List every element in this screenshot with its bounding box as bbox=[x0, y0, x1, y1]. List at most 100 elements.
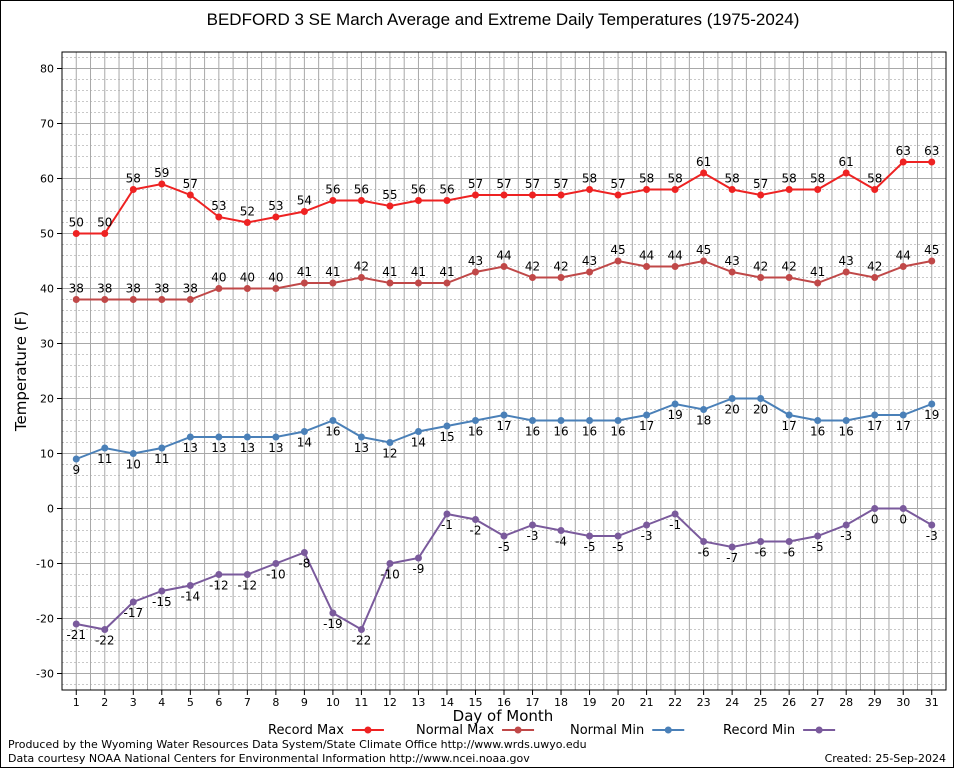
data-label: -21 bbox=[66, 628, 86, 642]
x-tick-label: 19 bbox=[583, 696, 597, 709]
data-label: 17 bbox=[639, 419, 654, 433]
data-point bbox=[72, 620, 80, 628]
data-label: 16 bbox=[810, 425, 825, 439]
data-label: 41 bbox=[439, 265, 454, 279]
data-label: 0 bbox=[899, 513, 907, 527]
data-label: 0 bbox=[871, 513, 879, 527]
data-label: 58 bbox=[867, 172, 882, 186]
data-label: 58 bbox=[782, 172, 797, 186]
data-point bbox=[614, 257, 622, 265]
data-label: 40 bbox=[240, 271, 255, 285]
x-tick-label: 31 bbox=[925, 696, 939, 709]
data-point bbox=[785, 274, 793, 281]
data-label: 45 bbox=[610, 243, 625, 257]
x-tick-label: 27 bbox=[811, 696, 825, 709]
data-point bbox=[557, 191, 565, 199]
data-point bbox=[928, 400, 936, 408]
data-point bbox=[586, 532, 594, 540]
data-point bbox=[300, 428, 308, 435]
data-point bbox=[101, 626, 109, 633]
data-label: 44 bbox=[496, 249, 511, 263]
data-point bbox=[871, 505, 879, 512]
data-label: 43 bbox=[839, 254, 854, 268]
data-label: -6 bbox=[755, 546, 767, 560]
data-point bbox=[329, 197, 337, 204]
data-label: 56 bbox=[411, 183, 426, 197]
data-label: -5 bbox=[612, 540, 624, 554]
data-point bbox=[557, 527, 565, 534]
data-label: 42 bbox=[867, 260, 882, 274]
data-label: 41 bbox=[810, 265, 825, 279]
series-normal-max: 38 38 38 38 38 40 40 40 41 41 42 41 41 41 43 44 42 42 43 45… bbox=[69, 243, 939, 303]
data-point bbox=[586, 268, 594, 276]
y-tick-label: -30 bbox=[36, 668, 54, 681]
data-label: 42 bbox=[553, 260, 568, 274]
data-label: -1 bbox=[441, 518, 453, 532]
y-tick-label: -10 bbox=[36, 558, 54, 571]
data-label: 16 bbox=[468, 425, 483, 439]
legend-label: Normal Min bbox=[570, 723, 644, 738]
data-label: 17 bbox=[896, 419, 911, 433]
legend-label: Record Max bbox=[268, 723, 344, 738]
data-label: 58 bbox=[582, 172, 597, 186]
x-tick-label: 10 bbox=[326, 696, 340, 709]
x-tick-label: 14 bbox=[440, 696, 454, 709]
data-point bbox=[614, 417, 622, 424]
data-point bbox=[471, 268, 479, 276]
data-point bbox=[899, 411, 907, 419]
data-point bbox=[215, 213, 223, 221]
data-label: 58 bbox=[724, 172, 739, 186]
data-label: -3 bbox=[641, 529, 653, 543]
y-tick-label: 30 bbox=[40, 338, 54, 351]
data-point bbox=[300, 279, 308, 287]
data-point bbox=[471, 191, 479, 199]
data-label: 41 bbox=[382, 265, 397, 279]
data-label: 16 bbox=[582, 425, 597, 439]
data-label: 44 bbox=[896, 249, 911, 263]
x-tick-label: 23 bbox=[697, 696, 711, 709]
legend-marker bbox=[815, 726, 823, 734]
data-label: 40 bbox=[268, 271, 283, 285]
data-label: -17 bbox=[123, 606, 143, 620]
y-tick-label: 80 bbox=[40, 63, 54, 76]
data-point bbox=[72, 230, 80, 237]
data-point bbox=[928, 257, 936, 265]
legend-item: Normal Min bbox=[570, 723, 685, 738]
data-point bbox=[129, 296, 137, 303]
data-label: -5 bbox=[584, 540, 596, 554]
data-point bbox=[443, 422, 451, 430]
data-label: 41 bbox=[411, 265, 426, 279]
data-label: 54 bbox=[297, 194, 312, 208]
data-point bbox=[186, 433, 194, 441]
data-point bbox=[842, 417, 850, 424]
data-label: 17 bbox=[782, 419, 797, 433]
data-point bbox=[500, 263, 508, 270]
data-label: 14 bbox=[297, 436, 312, 450]
data-label: 16 bbox=[553, 425, 568, 439]
data-point bbox=[443, 279, 451, 287]
data-point bbox=[671, 400, 679, 408]
data-label: -2 bbox=[469, 524, 481, 538]
y-axis-ticks: -30 -20 -10 0 10 20 30 40 50 60 70 80 bbox=[36, 63, 62, 681]
x-tick-label: 24 bbox=[725, 696, 739, 709]
data-label: 43 bbox=[468, 254, 483, 268]
data-point bbox=[899, 158, 907, 166]
data-label: -4 bbox=[555, 535, 567, 549]
chart-title: BEDFORD 3 SE March Average and Extreme D… bbox=[207, 10, 800, 29]
data-point bbox=[757, 191, 765, 199]
x-tick-label: 8 bbox=[272, 696, 279, 709]
data-point bbox=[871, 274, 879, 281]
data-label: 58 bbox=[810, 172, 825, 186]
legend-label: Record Min bbox=[723, 723, 795, 738]
data-label: 11 bbox=[154, 452, 169, 466]
data-point bbox=[643, 186, 651, 193]
x-tick-label: 1 bbox=[73, 696, 80, 709]
data-label: 57 bbox=[496, 177, 511, 191]
data-point bbox=[186, 582, 194, 589]
data-point bbox=[842, 521, 850, 529]
data-point bbox=[700, 257, 708, 265]
data-label: 61 bbox=[696, 155, 711, 169]
y-axis-label: Temperature (F) bbox=[12, 311, 30, 432]
data-label: -22 bbox=[95, 634, 115, 648]
